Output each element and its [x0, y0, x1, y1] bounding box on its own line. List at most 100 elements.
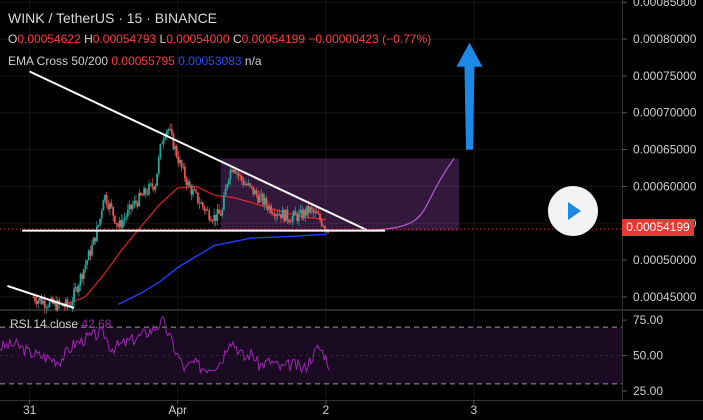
- candle-body: [205, 209, 207, 211]
- candle-body: [216, 209, 219, 221]
- candle-body: [283, 209, 286, 222]
- ema-legend[interactable]: EMA Cross 50/200 0.00055795 0.00053083 n…: [8, 54, 262, 68]
- candle-body: [271, 213, 274, 215]
- candle-body: [177, 156, 180, 163]
- candle-body: [79, 274, 82, 286]
- candle-body: [209, 219, 212, 221]
- rsi-tick-label: 75.00: [633, 313, 663, 327]
- low-value: 0.00054000: [166, 32, 230, 46]
- time-tick-label: 31: [23, 403, 37, 417]
- candle-body: [156, 173, 159, 186]
- price-tick-label: 0.00085000: [633, 0, 697, 9]
- candle-body: [250, 185, 253, 187]
- candle-body: [167, 128, 170, 131]
- candle-body: [56, 300, 59, 311]
- candle-body: [84, 264, 87, 270]
- candle-body: [89, 250, 92, 256]
- candle-body: [188, 181, 191, 187]
- candle-body: [131, 205, 134, 209]
- candle-body: [200, 202, 203, 204]
- candle-body: [151, 183, 154, 188]
- candle-body: [227, 179, 230, 185]
- candle-body: [294, 211, 297, 215]
- candle-body: [144, 188, 147, 194]
- candle-body: [206, 209, 209, 211]
- candle-body: [87, 250, 90, 261]
- rsi-tick-label: 50.00: [633, 349, 663, 363]
- candle-body: [94, 237, 97, 242]
- candle-body: [214, 214, 217, 221]
- rsi-line: [0, 315, 330, 375]
- candle-body: [169, 128, 172, 130]
- candle-body: [260, 193, 263, 196]
- candle-body: [43, 300, 46, 308]
- candle-body: [208, 210, 211, 220]
- candle-body: [289, 222, 292, 223]
- candle-body: [133, 200, 136, 206]
- candle-body: [263, 197, 266, 205]
- candle-body: [86, 260, 88, 265]
- candle-body: [102, 200, 105, 211]
- candle-body: [262, 193, 264, 205]
- ema-label: EMA Cross 50/200: [8, 54, 109, 68]
- candle-body: [273, 214, 276, 217]
- candle-body: [258, 195, 261, 203]
- candle-body: [301, 209, 304, 219]
- price-tick-label: 0.00060000: [633, 179, 697, 193]
- candle-body: [198, 202, 201, 204]
- candle-body: [73, 288, 75, 302]
- candle-body: [226, 184, 229, 189]
- candle-body: [48, 301, 51, 307]
- ema-extra-value: n/a: [244, 54, 262, 68]
- candle-body: [252, 186, 255, 195]
- candle-body: [245, 183, 248, 186]
- candle-body: [81, 274, 84, 280]
- candle-body: [42, 300, 44, 305]
- candle-body: [310, 207, 313, 210]
- candle-body: [320, 219, 323, 226]
- candle-body: [148, 184, 150, 195]
- candle-body: [78, 285, 80, 292]
- close-value: 0.00054199: [241, 32, 306, 46]
- candle-body: [240, 176, 243, 181]
- candle-body: [164, 136, 167, 139]
- ema-slow-line: [118, 233, 326, 305]
- candle-body: [232, 169, 235, 172]
- candle-body: [224, 188, 227, 196]
- candle-body: [37, 300, 40, 304]
- candle-body: [288, 220, 290, 223]
- candle-body: [314, 211, 317, 213]
- candle-body: [319, 213, 321, 220]
- candle-body: [322, 225, 325, 227]
- candle-body: [107, 204, 110, 210]
- candle-body: [213, 214, 216, 221]
- projection-zone: [220, 158, 460, 231]
- candle-body: [304, 209, 307, 216]
- candle-body: [237, 172, 240, 176]
- candle-body: [126, 209, 129, 217]
- candle-body: [196, 192, 199, 203]
- time-tick-label: 3: [471, 403, 478, 417]
- candle-body: [125, 216, 128, 219]
- candle-body: [34, 297, 36, 301]
- candle-body: [201, 202, 204, 207]
- candle-body: [193, 189, 196, 191]
- candle-body: [157, 157, 160, 174]
- candle-body: [244, 183, 246, 185]
- candle-body: [296, 214, 299, 221]
- candle-body: [257, 194, 260, 203]
- candle-body: [128, 204, 131, 210]
- candle-body: [324, 226, 326, 230]
- candle-body: [63, 306, 66, 308]
- up-arrow-icon: [456, 42, 483, 150]
- candle-body: [286, 209, 289, 221]
- rsi-legend[interactable]: RSI 14 close 42.68: [10, 317, 111, 331]
- candle-body: [110, 203, 113, 207]
- play-button[interactable]: [548, 186, 598, 236]
- candle-body: [211, 220, 214, 222]
- candle-body: [66, 299, 69, 305]
- minor-trendline: [7, 284, 75, 309]
- candle-body: [284, 209, 287, 222]
- candle-body: [74, 287, 77, 289]
